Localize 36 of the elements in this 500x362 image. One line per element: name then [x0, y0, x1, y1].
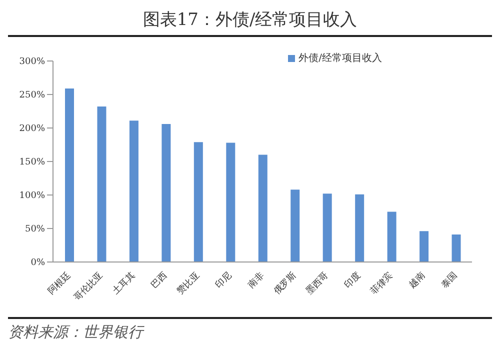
y-tick-label: 250%	[19, 90, 46, 101]
bar	[290, 190, 300, 262]
x-tick-label: 土耳其	[110, 270, 138, 297]
legend-label: 外债/经常项目收入	[298, 53, 382, 64]
bar	[162, 124, 171, 262]
bar	[322, 194, 332, 262]
bar	[65, 88, 74, 262]
x-tick-label: 墨西哥	[304, 270, 331, 297]
bar	[258, 154, 268, 262]
bar	[420, 231, 429, 262]
bar	[194, 142, 203, 262]
bar	[387, 212, 396, 262]
x-tick-label: 南非	[246, 270, 266, 291]
x-tick-label: 菲律宾	[368, 270, 396, 297]
y-tick-label: 300%	[19, 57, 46, 68]
y-tick-label: 200%	[19, 124, 46, 134]
y-tick-label: 150%	[19, 158, 46, 168]
x-tick-label: 赞比亚	[174, 270, 202, 297]
text: 资料来源：世界银行	[8, 323, 146, 342]
bar	[355, 194, 364, 262]
x-tick-label: 越南	[406, 270, 428, 291]
x-tick-label: 哥伦比亚	[72, 270, 106, 304]
bar	[452, 234, 461, 262]
x-tick-label: 印尼	[214, 270, 234, 291]
x-tick-label: 泰国	[439, 270, 460, 291]
x-tick-label: 巴西	[150, 270, 170, 291]
y-tick-label: 50%	[24, 224, 46, 235]
bar	[97, 106, 106, 262]
x-tick-label: 印度	[342, 270, 363, 291]
x-tick-label: 俄罗斯	[272, 270, 299, 297]
y-tick-label: 100%	[19, 191, 46, 202]
bar	[226, 142, 236, 262]
y-tick-label: 0%	[30, 258, 46, 268]
chart-title: 图表17：外债/经常项目收入	[8, 8, 492, 37]
x-tick-label: 阿根廷	[46, 270, 73, 297]
bar	[129, 120, 138, 262]
